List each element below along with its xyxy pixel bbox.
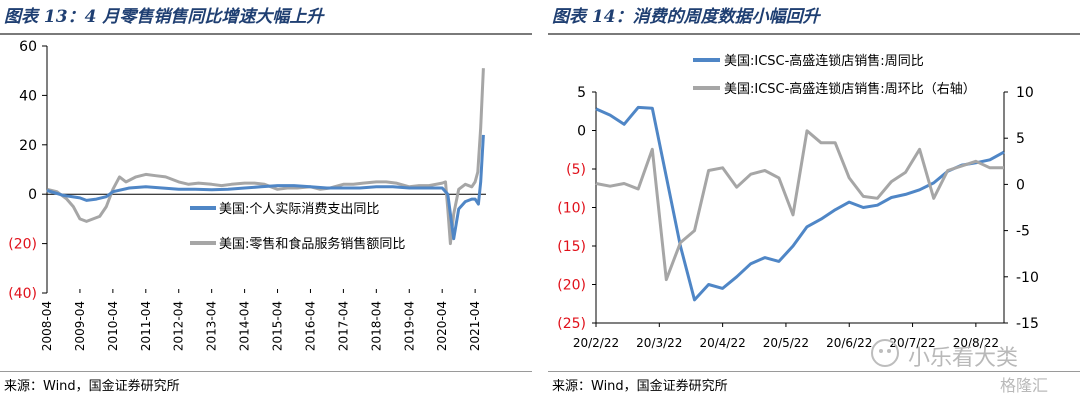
left-y-tick-label: 0 bbox=[28, 187, 37, 203]
right-source-note: 来源：Wind，国金证券研究所 bbox=[552, 379, 728, 394]
left-y-tick-label: 40 bbox=[19, 88, 37, 104]
left-x-tick-label: 2012-04 bbox=[172, 301, 186, 351]
right-right-y-tick-label: -5 bbox=[1016, 224, 1030, 240]
left-x-tick-label: 2010-04 bbox=[106, 301, 120, 351]
right-title-divider bbox=[548, 33, 1080, 35]
right-x-tick-label: 20/2/22 bbox=[573, 336, 619, 350]
right-left-y-tick-label: (25) bbox=[557, 316, 586, 332]
left-x-tick-label: 2008-04 bbox=[40, 301, 54, 351]
right-x-tick-label: 20/3/22 bbox=[636, 336, 682, 350]
right-left-y-tick-label: (20) bbox=[557, 278, 586, 294]
right-x-tick-label: 20/4/22 bbox=[699, 336, 745, 350]
left-series-line bbox=[46, 68, 485, 246]
watermark-text: 小乐看大类 bbox=[908, 346, 1019, 371]
left-y-tick-label: 20 bbox=[19, 138, 37, 154]
right-right-y-tick-label: 0 bbox=[1016, 177, 1025, 193]
left-chart-svg: 60 40 20 0 (20) (40)2008-04 2009-04 2010-04 2011… bbox=[8, 39, 486, 351]
left-chart-title: 图表 13：4 月零售销售同比增速大幅上升 bbox=[4, 7, 324, 27]
left-x-tick-label: 2013-04 bbox=[205, 301, 219, 351]
right-right-y-tick-label: 5 bbox=[1016, 131, 1025, 147]
right-x-tick-label: 20/5/22 bbox=[763, 336, 809, 350]
right-right-y-tick-label: -10 bbox=[1016, 270, 1039, 286]
left-x-tick-label: 2014-04 bbox=[238, 301, 252, 351]
left-y-tick-label: (20) bbox=[8, 237, 37, 253]
left-x-tick-label: 2015-04 bbox=[271, 301, 285, 351]
right-x-tick-label: 20/7/22 bbox=[889, 336, 935, 350]
right-legend-label: 美国:ICSC-高盛连锁店销售:周环比（右轴） bbox=[724, 81, 976, 97]
right-series-line bbox=[595, 105, 1005, 302]
right-left-y-tick-label: (5) bbox=[566, 162, 586, 178]
right-x-tick-label: 20/6/22 bbox=[826, 336, 872, 350]
right-x-tick-label: 20/8/22 bbox=[953, 336, 999, 350]
left-y-tick-label: 60 bbox=[19, 39, 37, 55]
left-x-tick-label: 2019-04 bbox=[402, 301, 416, 351]
left-x-tick-label: 2018-04 bbox=[369, 301, 383, 351]
right-left-y-tick-label: (10) bbox=[557, 201, 586, 217]
watermark-brand: 格隆汇 bbox=[1000, 376, 1049, 395]
left-x-tick-label: 2017-04 bbox=[336, 301, 350, 351]
right-chart-panel: 图表 14：消费的周度数据小幅回升 5 0 (5) (10) (15) (20) (25) 1… bbox=[548, 0, 1080, 401]
left-x-tick-label: 2009-04 bbox=[73, 301, 87, 351]
right-series-line bbox=[595, 129, 1004, 282]
right-chart-title: 图表 14：消费的周度数据小幅回升 bbox=[552, 7, 820, 27]
left-chart-panel: 图表 13：4 月零售销售同比增速大幅上升 60 40 20 0 (20) (40) 200… bbox=[0, 0, 532, 401]
left-x-tick-label: 2020-04 bbox=[435, 301, 449, 351]
left-title-divider bbox=[0, 33, 532, 35]
watermark: 小乐看大类 格隆汇 bbox=[870, 336, 1080, 396]
left-legend-label: 美国:个人实际消费支出同比 bbox=[219, 202, 379, 217]
left-x-tick-label: 2011-04 bbox=[139, 301, 153, 351]
right-source-divider bbox=[548, 371, 1080, 372]
right-right-y-tick-label: 10 bbox=[1016, 85, 1034, 101]
left-series-line bbox=[46, 134, 485, 241]
left-legend-label: 美国:零售和食品服务销售额同比 bbox=[219, 236, 405, 252]
right-left-y-tick-label: 0 bbox=[577, 124, 586, 140]
right-chart-svg: 5 0 (5) (10) (15) (20) (25) 10 5 0 -5 -10 -15 20/2/22… bbox=[557, 53, 1039, 350]
right-left-y-tick-label: (15) bbox=[557, 239, 586, 255]
wechat-icon bbox=[871, 339, 899, 367]
left-x-tick-label: 2016-04 bbox=[303, 301, 317, 351]
left-source-note: 来源：Wind，国金证券研究所 bbox=[4, 379, 180, 394]
left-source-divider bbox=[0, 371, 532, 372]
right-right-y-tick-label: -15 bbox=[1016, 316, 1039, 332]
right-left-y-tick-label: 5 bbox=[577, 85, 586, 101]
right-legend-label: 美国:ICSC-高盛连锁店销售:周同比 bbox=[724, 53, 924, 69]
left-y-tick-label: (40) bbox=[8, 286, 37, 302]
left-x-tick-label: 2021-04 bbox=[468, 301, 482, 351]
